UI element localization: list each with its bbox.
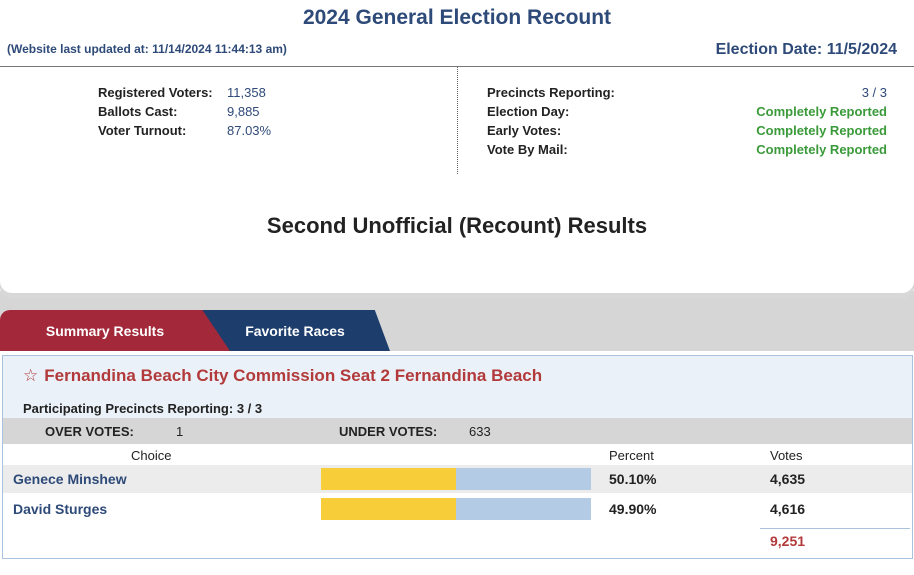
- candidate-percent: 50.10%: [609, 471, 657, 487]
- vote-share-fill: [321, 498, 456, 520]
- results-banner: [0, 175, 914, 293]
- vote-share-bar: [321, 498, 591, 520]
- page-title: 2024 General Election Recount: [302, 6, 612, 29]
- stat-ballots: Ballots Cast: 9,885: [98, 104, 260, 119]
- candidate-percent: 49.90%: [609, 501, 657, 517]
- tab-bar: Favorite Races Summary Results: [0, 291, 914, 351]
- stat-precincts: Precincts Reporting: 3 / 3: [487, 85, 887, 100]
- candidate-votes: 4,616: [770, 501, 806, 517]
- under-votes-value: 633: [469, 424, 491, 439]
- tab-favorite-races[interactable]: Favorite Races: [200, 310, 390, 351]
- candidate-votes: 4,635: [770, 471, 806, 487]
- stat-status: Completely Reported: [756, 123, 887, 138]
- vote-share-fill: [321, 468, 457, 490]
- candidate-row: David Sturges 49.90% 4,616: [3, 495, 912, 523]
- column-choice: Choice: [131, 448, 172, 463]
- stat-registered: Registered Voters: 11,358: [98, 85, 266, 100]
- tab-label: Summary Results: [45, 322, 165, 339]
- section-title: Second Unofficial (Recount) Results: [266, 213, 648, 238]
- stat-status: Completely Reported: [756, 104, 887, 119]
- precincts-reporting: Participating Precincts Reporting: 3 / 3: [23, 401, 263, 416]
- candidate-name: Genece Minshew: [13, 471, 127, 487]
- stat-label: Early Votes:: [487, 123, 562, 138]
- candidate-row: Genece Minshew 50.10% 4,635: [3, 465, 912, 493]
- stat-label: Precincts Reporting:: [487, 85, 615, 100]
- race-panel: ☆ Fernandina Beach City Commission Seat 2…: [2, 355, 913, 559]
- tab-summary-results[interactable]: Summary Results: [0, 310, 230, 351]
- stat-turnout: Voter Turnout: 87.03%: [98, 123, 271, 138]
- vote-share-bar: [321, 468, 591, 490]
- stat-label: Registered Voters:: [98, 85, 213, 100]
- election-date: Election Date: 11/5/2024: [715, 41, 897, 58]
- stat-label: Ballots Cast:: [98, 104, 178, 119]
- stat-value: 11,358: [227, 85, 266, 100]
- stat-label: Voter Turnout:: [98, 123, 187, 138]
- race-title[interactable]: ☆ Fernandina Beach City Commission Seat 2…: [23, 366, 542, 386]
- race-name: Fernandina Beach City Commission Seat 2 …: [44, 366, 543, 385]
- over-under-bar: OVER VOTES: 1 UNDER VOTES: 633: [3, 418, 912, 444]
- total-divider: [760, 528, 910, 529]
- stats-divider: [457, 67, 458, 174]
- column-votes: Votes: [770, 448, 803, 463]
- stat-label: Vote By Mail:: [487, 142, 568, 157]
- stat-value: 9,885: [227, 104, 260, 119]
- race-header: [3, 356, 912, 418]
- star-icon[interactable]: ☆: [23, 366, 39, 385]
- last-updated: (Website last updated at: 11/14/2024 11:…: [7, 42, 287, 56]
- stat-election-day: Election Day: Completely Reported: [487, 104, 887, 119]
- stat-value: 87.03%: [227, 123, 272, 138]
- stat-status: Completely Reported: [756, 142, 887, 157]
- tab-label: Favorite Races: [245, 322, 345, 339]
- stats-panel: Registered Voters: 11,358 Ballots Cast: …: [0, 66, 914, 176]
- over-votes-label: OVER VOTES:: [45, 424, 134, 439]
- stat-vote-by-mail: Vote By Mail: Completely Reported: [487, 142, 887, 157]
- over-votes-value: 1: [176, 424, 184, 439]
- stat-value: 3 / 3: [861, 85, 887, 100]
- candidate-name: David Sturges: [13, 501, 108, 517]
- stat-label: Election Day:: [487, 104, 570, 119]
- stat-early-votes: Early Votes: Completely Reported: [487, 123, 887, 138]
- total-votes: 9,251: [770, 533, 806, 549]
- column-percent: Percent: [609, 448, 654, 463]
- under-votes-label: UNDER VOTES:: [339, 424, 438, 439]
